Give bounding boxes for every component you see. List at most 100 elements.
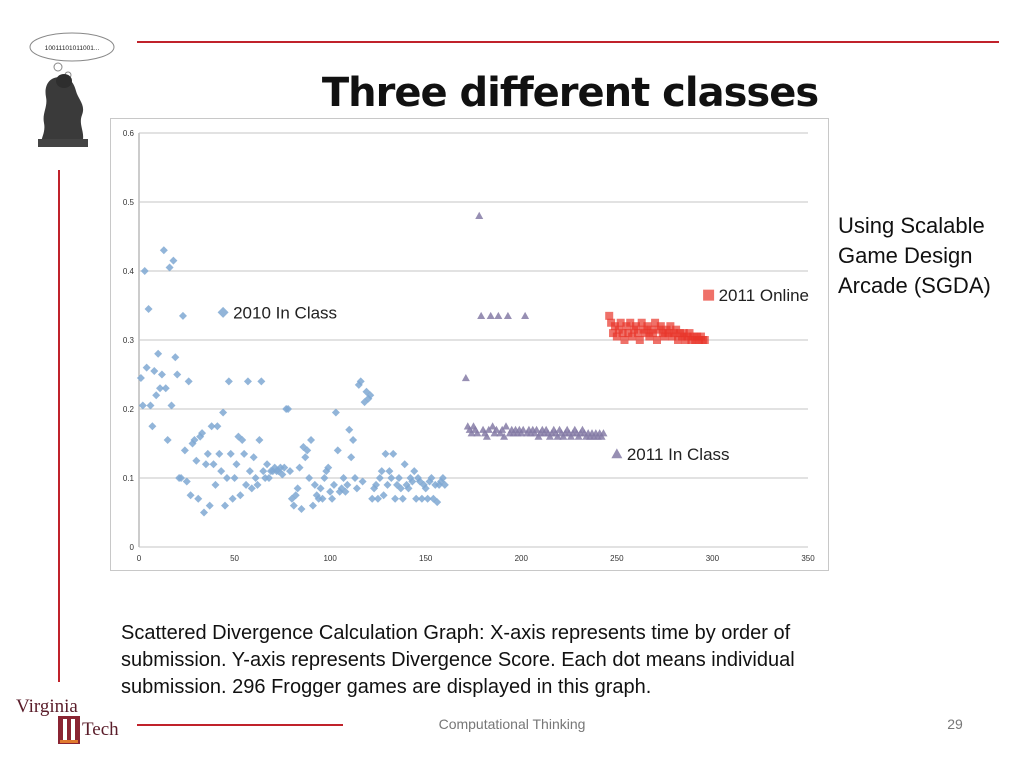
data-point — [473, 429, 482, 437]
data-point — [383, 480, 392, 489]
data-point — [398, 494, 407, 503]
scatter-chart: 0 0.1 0.2 0.3 0.4 0.5 0.6 0 50 100 150 200 250 300 350… — [110, 118, 829, 571]
data-point — [631, 322, 640, 331]
logo-text-tech: Tech — [82, 719, 119, 740]
data-point — [633, 329, 642, 338]
data-point — [213, 422, 222, 431]
data-point — [628, 332, 637, 341]
data-point — [286, 467, 295, 476]
data-point — [243, 377, 252, 386]
y-tick-label: 0.2 — [123, 405, 135, 414]
data-point — [599, 429, 608, 437]
data-point — [249, 453, 258, 462]
data-point — [519, 425, 528, 433]
y-tick-label: 0 — [130, 543, 135, 552]
data-point — [316, 484, 325, 493]
data-point — [421, 484, 430, 493]
data-point — [341, 487, 350, 496]
data-point — [329, 480, 338, 489]
data-point — [184, 377, 193, 386]
data-point — [521, 311, 530, 320]
page-number: 29 — [947, 716, 963, 732]
caption-line: submission. 296 Frogger games are displa… — [121, 676, 652, 698]
data-point — [136, 373, 145, 382]
data-point — [391, 494, 400, 503]
data-point — [373, 494, 382, 503]
data-point — [651, 318, 660, 327]
data-point — [274, 467, 283, 476]
data-point — [209, 460, 218, 469]
data-point — [146, 401, 155, 410]
data-point — [207, 422, 216, 431]
data-point — [148, 422, 157, 431]
data-point — [337, 484, 346, 493]
data-point — [307, 436, 316, 445]
data-point — [335, 487, 344, 496]
data-point — [616, 318, 625, 327]
data-point — [308, 501, 317, 510]
chart-caption: Scattered Divergence Calculation Graph: … — [121, 620, 921, 701]
data-point — [167, 401, 176, 410]
data-point — [142, 363, 151, 372]
data-point — [347, 453, 356, 462]
data-point — [280, 463, 289, 472]
data-point — [255, 436, 264, 445]
data-point — [173, 370, 182, 379]
data-point — [532, 425, 541, 433]
data-point — [221, 501, 230, 510]
data-point — [326, 487, 335, 496]
data-point — [295, 463, 304, 472]
data-point — [417, 494, 426, 503]
data-point — [389, 449, 398, 458]
data-point — [377, 467, 386, 476]
data-point — [666, 322, 675, 331]
series-label-marker — [703, 289, 715, 301]
data-point — [358, 477, 367, 486]
data-point — [163, 436, 172, 445]
data-point — [217, 467, 226, 476]
data-point — [152, 391, 161, 400]
series-label-marker — [611, 448, 623, 459]
data-point — [440, 480, 449, 489]
data-point — [211, 480, 220, 489]
virginia-tech-logo: Virginia Tech — [16, 696, 119, 744]
data-point — [394, 474, 403, 482]
data-point — [433, 498, 442, 507]
data-point — [201, 460, 210, 469]
data-point — [339, 474, 348, 482]
data-point — [293, 484, 302, 493]
data-point — [263, 460, 272, 469]
data-point — [154, 349, 163, 358]
tick-labels: 0 0.1 0.2 0.3 0.4 0.5 0.6 0 50 100 150 200 250 300 350 — [123, 129, 815, 563]
data-point — [331, 408, 340, 417]
data-point — [251, 474, 260, 482]
x-tick-label: 300 — [706, 554, 720, 563]
footer-divider — [137, 724, 343, 726]
data-point — [305, 474, 314, 482]
y-tick-label: 0.1 — [123, 474, 135, 483]
data-point — [652, 336, 661, 344]
data-point — [404, 484, 413, 493]
data-point — [350, 474, 359, 482]
data-point — [626, 318, 635, 327]
data-point — [159, 246, 168, 255]
data-point — [138, 401, 147, 410]
data-point — [320, 474, 329, 482]
data-point — [247, 484, 256, 493]
data-point — [482, 432, 491, 440]
data-point — [379, 491, 388, 500]
slide-title: Three different classes — [321, 70, 819, 116]
side-note-line: Using Scalable — [838, 213, 985, 238]
data-point — [242, 480, 251, 489]
data-point — [224, 377, 233, 386]
data-point — [477, 311, 486, 320]
data-point — [240, 449, 249, 458]
data-point — [156, 384, 165, 393]
chart-svg: 0 0.1 0.2 0.3 0.4 0.5 0.6 0 50 100 150 200 250 300 350… — [123, 129, 815, 563]
series-label: 2011 Online — [719, 286, 809, 305]
data-point — [161, 384, 170, 393]
data-point — [169, 256, 178, 265]
data-point — [194, 494, 203, 503]
data-point — [222, 474, 231, 482]
data-point — [649, 329, 658, 338]
